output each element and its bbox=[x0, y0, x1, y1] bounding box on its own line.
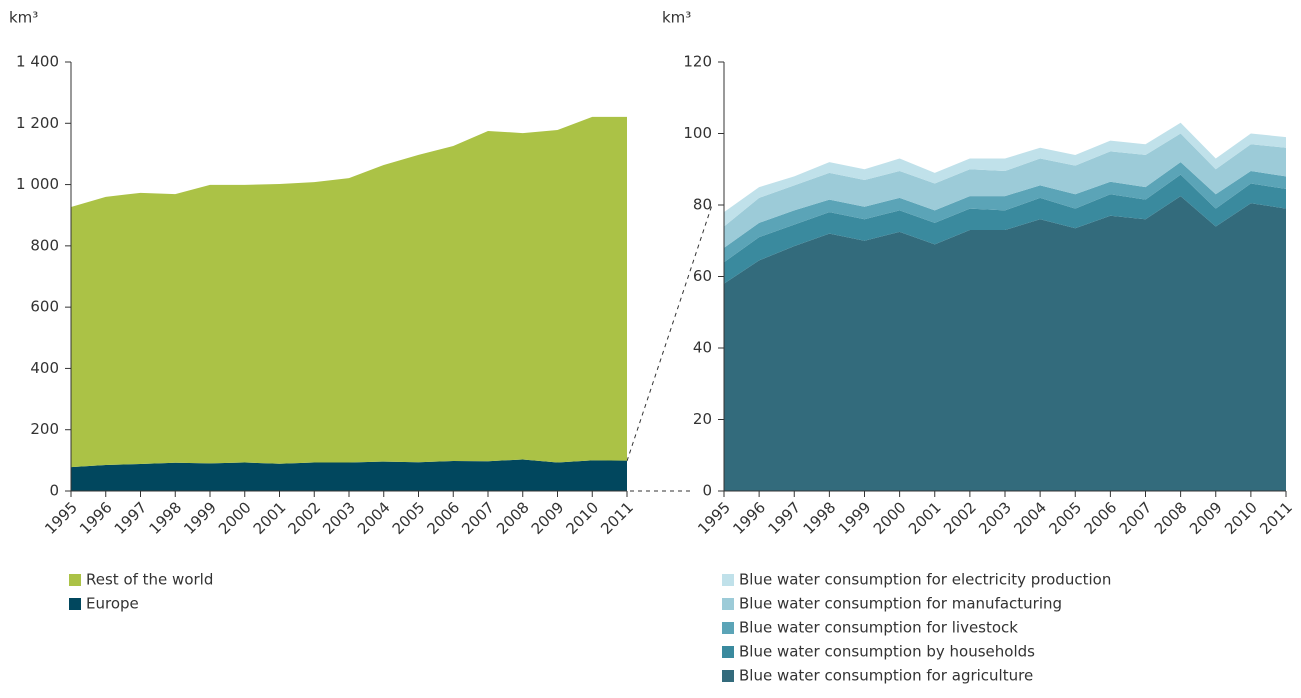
x-tick-label: 2003 bbox=[319, 498, 359, 538]
y-tick-label: 1 000 bbox=[16, 175, 59, 193]
x-tick-label: 2004 bbox=[354, 498, 394, 538]
x-tick-label: 2010 bbox=[563, 498, 603, 538]
x-tick-label: 2008 bbox=[1151, 498, 1191, 538]
x-tick-label: 2007 bbox=[1116, 498, 1156, 538]
legend-swatch bbox=[69, 574, 81, 586]
legend-label: Blue water consumption for agriculture bbox=[739, 667, 1033, 685]
x-tick-label: 1996 bbox=[729, 498, 769, 538]
area bbox=[71, 459, 627, 491]
x-tick-label: 1999 bbox=[835, 498, 875, 538]
y-tick-label: 1 400 bbox=[16, 53, 59, 71]
legend-swatch bbox=[722, 646, 734, 658]
x-tick-label: 1995 bbox=[694, 498, 734, 538]
x-tick-label: 2006 bbox=[424, 498, 464, 538]
x-tick-label: 1998 bbox=[800, 498, 840, 538]
x-tick-label: 2000 bbox=[870, 498, 910, 538]
y-tick-label: 200 bbox=[30, 420, 59, 438]
x-tick-label: 2000 bbox=[215, 498, 255, 538]
y-tick-label: 800 bbox=[30, 236, 59, 254]
area bbox=[724, 133, 1286, 248]
legend-swatch bbox=[69, 598, 81, 610]
y-tick-label: 100 bbox=[683, 124, 712, 142]
x-tick-label: 2003 bbox=[975, 498, 1015, 538]
x-tick-label: 1997 bbox=[765, 498, 805, 538]
y-tick-label: 0 bbox=[702, 482, 712, 500]
x-tick-label: 1999 bbox=[180, 498, 220, 538]
y-tick-label: 20 bbox=[693, 410, 712, 428]
x-tick-label: 2004 bbox=[1010, 498, 1050, 538]
area bbox=[724, 122, 1286, 227]
x-tick-label: 2010 bbox=[1221, 498, 1261, 538]
y-tick-label: 60 bbox=[693, 267, 712, 285]
x-tick-label: 1995 bbox=[41, 498, 81, 538]
area bbox=[71, 116, 627, 468]
legend-label: Blue water consumption for livestock bbox=[739, 619, 1018, 637]
y-tick-label: 80 bbox=[693, 196, 712, 214]
y-tick-label: 40 bbox=[693, 339, 712, 357]
x-tick-label: 1996 bbox=[76, 498, 116, 538]
x-tick-label: 2002 bbox=[285, 498, 325, 538]
x-tick-label: 2001 bbox=[905, 498, 945, 538]
x-tick-label: 1998 bbox=[146, 498, 186, 538]
legend-label: Rest of the world bbox=[86, 571, 213, 589]
x-tick-label: 2001 bbox=[250, 498, 290, 538]
legend-label: Blue water consumption for electricity p… bbox=[739, 571, 1111, 589]
x-tick-label: 2009 bbox=[1186, 498, 1226, 538]
x-tick-label: 2009 bbox=[528, 498, 568, 538]
x-tick-label: 2011 bbox=[1256, 498, 1296, 538]
y-tick-label: 400 bbox=[30, 359, 59, 377]
x-tick-label: 2008 bbox=[493, 498, 533, 538]
y-tick-label: 600 bbox=[30, 298, 59, 316]
legend-swatch bbox=[722, 622, 734, 634]
legend-label: Blue water consumption for manufacturing bbox=[739, 595, 1062, 613]
y-axis-label: km³ bbox=[9, 9, 38, 27]
x-tick-label: 2007 bbox=[458, 498, 498, 538]
x-tick-label: 2005 bbox=[1046, 498, 1086, 538]
x-tick-label: 1997 bbox=[111, 498, 151, 538]
y-axis-label: km³ bbox=[662, 9, 691, 27]
x-tick-label: 2005 bbox=[389, 498, 429, 538]
legend-label: Europe bbox=[86, 595, 139, 613]
legend-swatch bbox=[722, 574, 734, 586]
area bbox=[724, 174, 1286, 284]
y-tick-label: 0 bbox=[49, 482, 59, 500]
x-tick-label: 2002 bbox=[940, 498, 980, 538]
x-tick-label: 2011 bbox=[597, 498, 637, 538]
zoom-connector bbox=[626, 204, 713, 462]
area bbox=[724, 196, 1286, 491]
legend-swatch bbox=[722, 670, 734, 682]
legend-label: Blue water consumption by households bbox=[739, 643, 1035, 661]
legend-swatch bbox=[722, 598, 734, 610]
y-tick-label: 1 200 bbox=[16, 114, 59, 132]
y-tick-label: 120 bbox=[683, 53, 712, 71]
x-tick-label: 2006 bbox=[1081, 498, 1121, 538]
